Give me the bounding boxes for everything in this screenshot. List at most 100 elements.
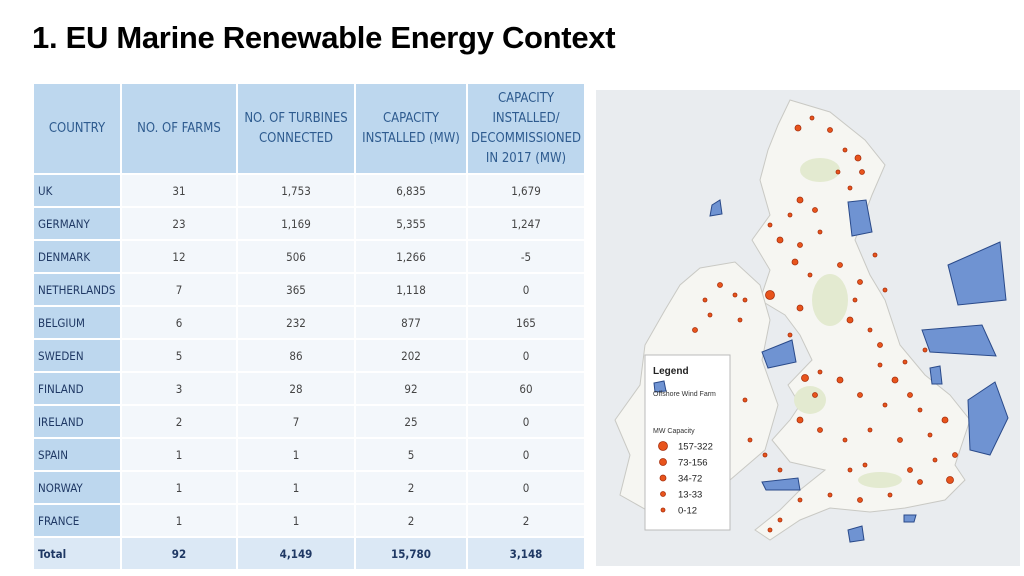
wind-site [817, 427, 823, 433]
wind-site [787, 212, 793, 218]
capacity-table: COUNTRY NO. OF FARMS NO. OF TURBINES CONNE… [32, 82, 586, 571]
wind-site [882, 287, 888, 293]
wind-site [877, 362, 883, 368]
table-row: FINLAND 3 28 92 60 [34, 373, 584, 404]
wind-site [857, 279, 863, 285]
value-cell: 1,679 [468, 175, 584, 206]
value-cell: 60 [468, 373, 584, 404]
value-cell: 506 [238, 241, 354, 272]
wind-farm [709, 199, 723, 217]
country-cell: SPAIN [34, 439, 120, 470]
value-cell: 5 [122, 340, 236, 371]
country-cell: BELGIUM [34, 307, 120, 338]
value-cell: 28 [238, 373, 354, 404]
value-cell: 2 [356, 505, 466, 536]
wind-farm [847, 525, 865, 543]
value-cell: 0 [468, 406, 584, 437]
wind-site [747, 437, 753, 443]
country-cell: GERMANY [34, 208, 120, 239]
wind-farm [761, 477, 801, 491]
wind-site [946, 476, 954, 484]
wind-site [877, 342, 883, 348]
wind-site [917, 479, 923, 485]
wind-site [742, 397, 748, 403]
wind-site [812, 207, 818, 213]
legend-symbol [659, 474, 667, 482]
wind-site [867, 327, 873, 333]
value-cell: 2 [122, 406, 236, 437]
country-cell: NETHERLANDS [34, 274, 120, 305]
country-cell: DENMARK [34, 241, 120, 272]
total-row: Total 92 4,149 15,780 3,148 [34, 538, 584, 569]
wind-site [777, 467, 783, 473]
table-row: UK 31 1,753 6,835 1,679 [34, 175, 584, 206]
value-cell: 0 [468, 340, 584, 371]
legend-class-label: 73-156 [678, 458, 708, 469]
table-row: BELGIUM 6 232 877 165 [34, 307, 584, 338]
wind-site [867, 427, 873, 433]
value-cell: 1,753 [238, 175, 354, 206]
table-row: DENMARK 12 506 1,266 -5 [34, 241, 584, 272]
wind-site [812, 392, 818, 398]
wind-site [767, 222, 773, 228]
wind-site [796, 304, 804, 312]
value-cell: 5,355 [356, 208, 466, 239]
wind-site [787, 332, 793, 338]
header-cell: NO. OF FARMS [122, 84, 236, 173]
wind-site [854, 154, 862, 162]
total-cell: 15,780 [356, 538, 466, 569]
legend-symbol [660, 507, 666, 513]
value-cell: 7 [238, 406, 354, 437]
wind-site [882, 402, 888, 408]
value-cell: -5 [468, 241, 584, 272]
value-cell: 25 [356, 406, 466, 437]
header-cell: CAPACITY INSTALLED/ DECOMMISSIONED IN 20… [468, 84, 584, 173]
wind-site [702, 297, 708, 303]
value-cell: 1 [122, 472, 236, 503]
wind-site [941, 416, 949, 424]
table-row: NETHERLANDS 7 365 1,118 0 [34, 274, 584, 305]
value-cell: 877 [356, 307, 466, 338]
wind-site [797, 497, 803, 503]
wind-farm [761, 339, 797, 369]
value-cell: 6,835 [356, 175, 466, 206]
wind-site [846, 316, 854, 324]
wind-site [794, 124, 802, 132]
value-cell: 1 [238, 472, 354, 503]
value-cell: 1,169 [238, 208, 354, 239]
wind-farm [967, 381, 1009, 456]
wind-site [891, 376, 899, 384]
value-cell: 365 [238, 274, 354, 305]
wind-site [827, 492, 833, 498]
wind-site [917, 407, 923, 413]
value-cell: 165 [468, 307, 584, 338]
legend-capacity-title: MW Capacity [653, 428, 695, 435]
wind-site [887, 492, 893, 498]
wind-site [927, 432, 933, 438]
legend-class-label: 157-322 [678, 442, 713, 453]
wind-site [922, 347, 928, 353]
great-britain [751, 99, 971, 541]
wind-site [737, 317, 743, 323]
value-cell: 0 [468, 274, 584, 305]
table-row: GERMANY 23 1,169 5,355 1,247 [34, 208, 584, 239]
wind-site [791, 258, 799, 266]
header-row: COUNTRY NO. OF FARMS NO. OF TURBINES CONNE… [34, 84, 584, 173]
wind-site [827, 127, 833, 133]
country-cell: NORWAY [34, 472, 120, 503]
total-cell: 92 [122, 538, 236, 569]
map: Legend Offshore Wind Farm MW Capacity 15… [596, 90, 1020, 566]
value-cell: 1,247 [468, 208, 584, 239]
value-cell: 2 [468, 505, 584, 536]
wind-site [857, 392, 863, 398]
value-cell: 232 [238, 307, 354, 338]
legend-class-label: 0-12 [678, 506, 697, 517]
value-cell: 1 [122, 439, 236, 470]
wind-site [836, 376, 844, 384]
wind-site [852, 297, 858, 303]
country-cell: IRELAND [34, 406, 120, 437]
table-row: SPAIN 1 1 5 0 [34, 439, 584, 470]
wind-site [897, 437, 903, 443]
legend-class-label: 34-72 [678, 474, 702, 485]
wind-site [859, 169, 865, 175]
